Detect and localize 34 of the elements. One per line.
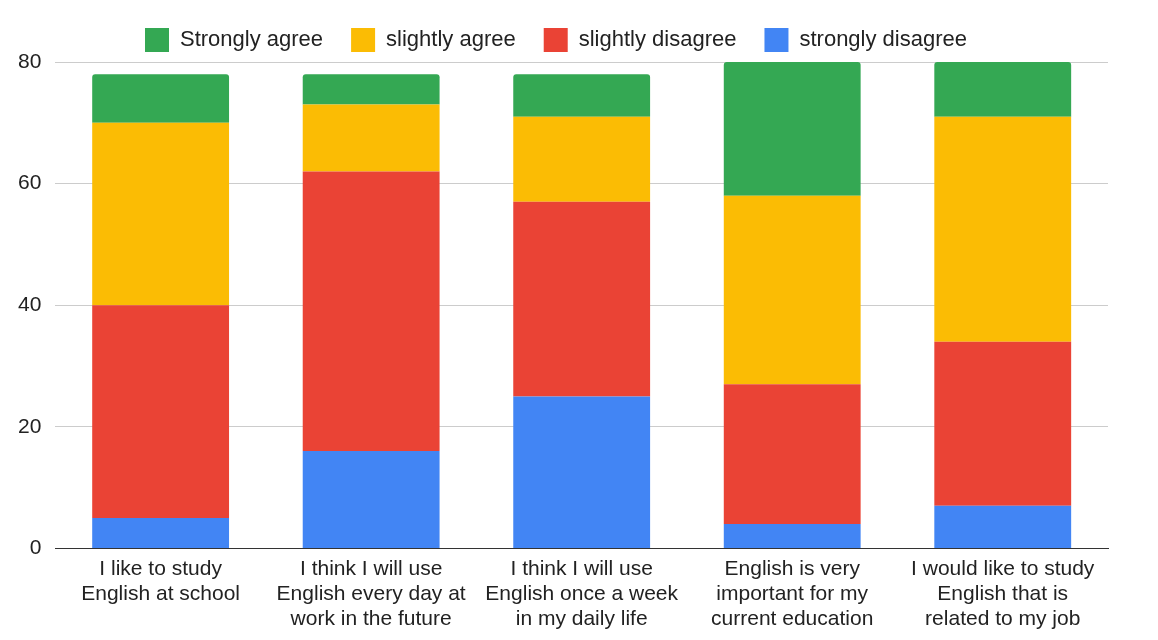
bar xyxy=(302,451,440,548)
bar xyxy=(934,505,1072,548)
y-tick-label: 60 xyxy=(18,170,42,194)
bar xyxy=(723,384,861,525)
bar xyxy=(92,305,230,518)
y-tick-label: 20 xyxy=(18,413,42,437)
bar xyxy=(92,122,230,306)
bar xyxy=(934,341,1072,506)
x-tick-label: I think I will use English every day at work in the future xyxy=(276,555,466,630)
x-tick-label: English is very important for my current education xyxy=(711,555,874,630)
x-tick-label: I like to study English at school xyxy=(81,555,241,604)
y-tick-label: 40 xyxy=(18,292,42,315)
legend-label: slightly agree xyxy=(386,26,516,52)
bar xyxy=(513,116,651,202)
legend-label: strongly disagree xyxy=(799,26,968,52)
y-tick-label: 80 xyxy=(18,48,42,72)
legend-label: slightly disagree xyxy=(578,26,737,52)
bar xyxy=(934,62,1072,117)
bar xyxy=(92,518,230,548)
legend-label: Strongly agree xyxy=(180,26,324,52)
bar xyxy=(302,74,440,105)
bar xyxy=(934,116,1072,342)
bar xyxy=(302,171,440,452)
y-tick-label: 0 xyxy=(29,535,42,559)
bar xyxy=(513,201,651,397)
bar xyxy=(513,396,651,548)
bar xyxy=(723,195,861,385)
bar xyxy=(723,62,861,196)
bar xyxy=(723,524,861,548)
x-tick-label: I would like to study English that is related to my job xyxy=(911,555,1095,630)
bar xyxy=(513,74,651,117)
bar xyxy=(92,74,230,123)
x-tick-label: I think I will use English once a week in my daily life xyxy=(485,555,679,630)
bar xyxy=(302,104,440,172)
